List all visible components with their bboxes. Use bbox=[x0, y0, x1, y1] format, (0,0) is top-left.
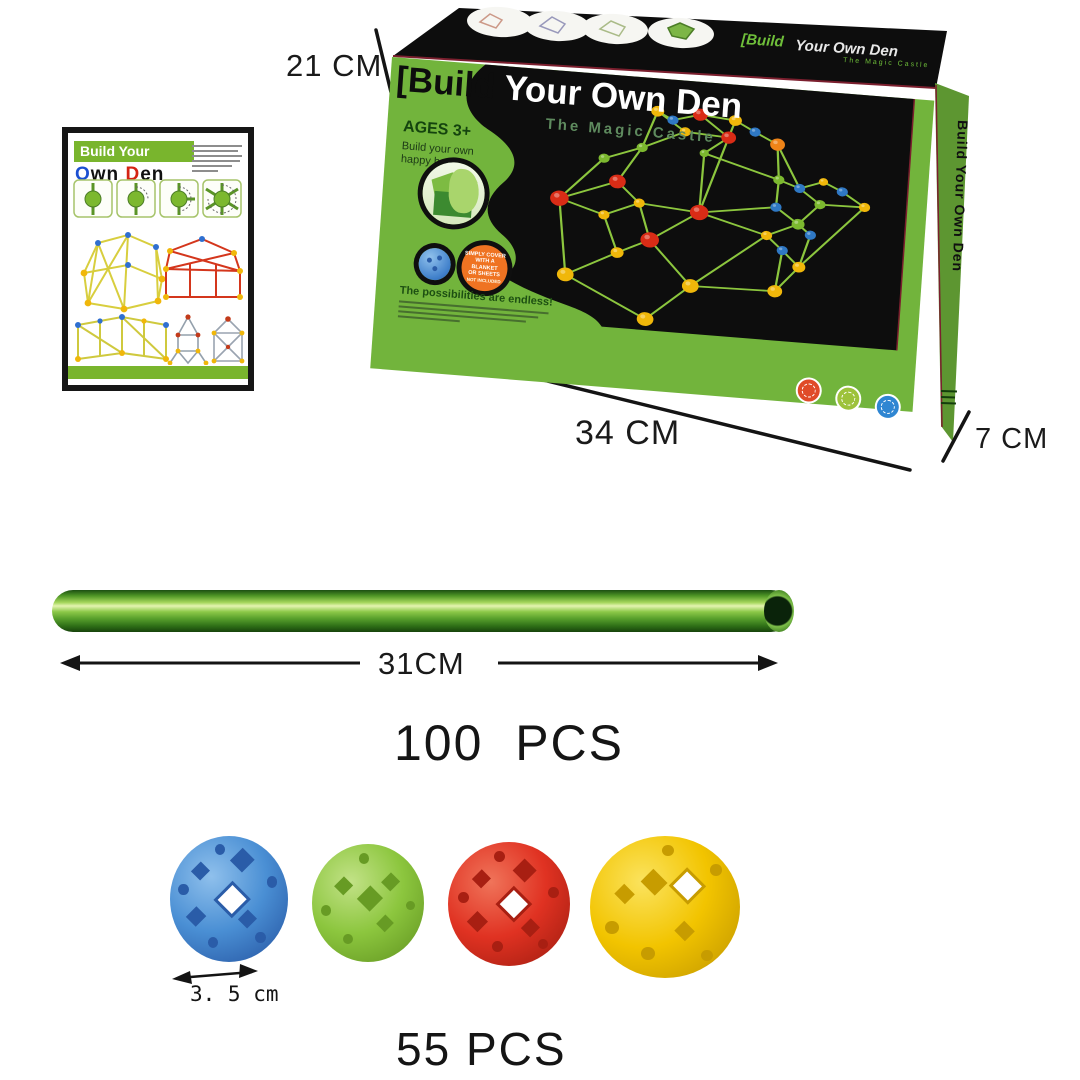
box-height-label: 21 CM bbox=[286, 48, 383, 83]
ball-red bbox=[448, 842, 570, 966]
box-top-title-build: [Build bbox=[740, 31, 785, 51]
box-front-face: [Build Your Own Den The Magic Castle AGE… bbox=[370, 57, 935, 421]
box-top-title-rest: Your Own Den bbox=[795, 37, 899, 60]
title-build: Build bbox=[406, 60, 497, 107]
ball-count-label: 55 PCS bbox=[396, 1023, 567, 1075]
castle-structure-illustration bbox=[550, 105, 871, 326]
ball-yellow bbox=[590, 836, 740, 978]
box-width-label: 34 CM bbox=[575, 414, 681, 452]
box-side-face: Build Your Own Den bbox=[935, 83, 971, 442]
rod-length-label: 31CM bbox=[378, 646, 465, 681]
ball-diameter-label: 3. 5 cm bbox=[190, 982, 279, 1006]
rod-length-arrow bbox=[60, 655, 778, 671]
ball-green bbox=[312, 844, 424, 962]
rod-count-label: 100 PCS bbox=[394, 715, 625, 771]
rod-photo bbox=[52, 590, 794, 632]
rod-opening bbox=[764, 590, 794, 632]
box-front-black-panel bbox=[466, 62, 916, 351]
ball-blue bbox=[170, 836, 288, 962]
leaflet-header-band: Build Your bbox=[74, 141, 194, 162]
box-depth-label: 7 CM bbox=[975, 423, 1049, 455]
box-top-face: [Build Your Own Den The Magic Castle bbox=[392, 6, 947, 89]
leaflet-intro-text bbox=[192, 145, 242, 175]
depth-leader-line bbox=[941, 410, 971, 463]
box-side-smallprint bbox=[940, 390, 957, 405]
leaflet-footer-bar bbox=[68, 366, 248, 379]
box-side-title: Build Your Own Den bbox=[950, 120, 971, 273]
leaflet-connector-steps bbox=[73, 179, 242, 218]
box-top-sketch-circles bbox=[467, 6, 714, 49]
leaflet-den-examples bbox=[75, 232, 245, 365]
ball-diameter-arrow bbox=[172, 964, 258, 984]
instruction-leaflet: Build Your Own Den bbox=[62, 127, 254, 391]
tent-sheet bbox=[447, 168, 481, 215]
